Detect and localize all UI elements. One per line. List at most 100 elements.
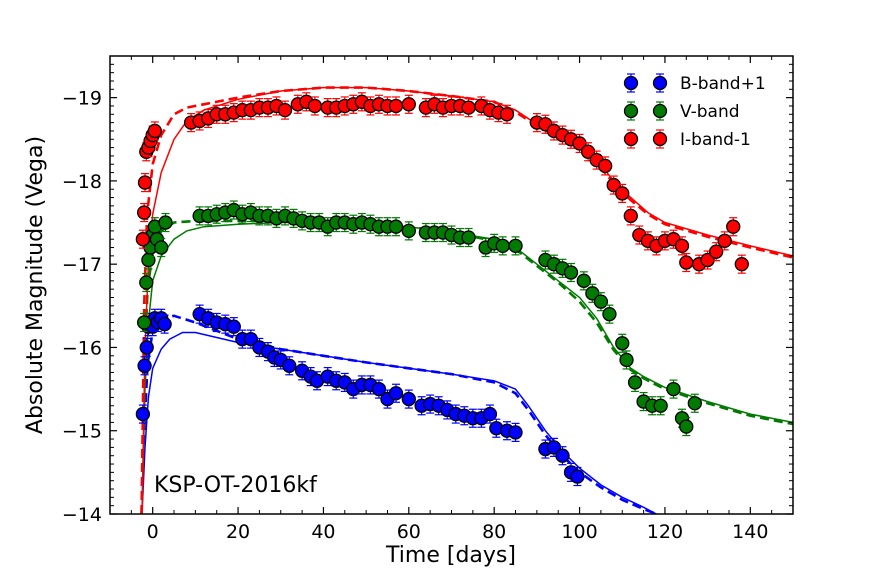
data-point [679, 416, 694, 437]
legend-marker [623, 131, 639, 147]
legend-marker [623, 103, 639, 119]
data-point [700, 250, 715, 270]
y-tick-label: −14 [62, 504, 102, 526]
data-point [598, 156, 613, 176]
marker [572, 136, 587, 151]
data-point [666, 379, 681, 399]
data-point [627, 372, 643, 393]
marker [139, 275, 154, 290]
marker [508, 425, 523, 440]
marker [717, 233, 732, 249]
marker [602, 306, 617, 322]
marker [401, 391, 416, 407]
data-point [495, 236, 510, 256]
marker [461, 230, 476, 245]
data-point [157, 314, 172, 334]
marker [136, 205, 152, 220]
marker [679, 255, 694, 270]
marker [243, 331, 259, 347]
marker [598, 158, 613, 174]
data-point [277, 100, 293, 120]
data-point [371, 379, 387, 399]
marker [585, 286, 600, 301]
marker [495, 238, 510, 254]
marker [700, 252, 715, 268]
marker [282, 358, 297, 373]
legend-marker [623, 75, 639, 91]
marker [546, 440, 562, 455]
marker [615, 186, 630, 201]
x-tick-label: 100 [561, 521, 597, 543]
legend-entry: B-band+1 [623, 73, 766, 94]
data-point [137, 172, 153, 193]
marker [606, 177, 621, 193]
marker [371, 381, 387, 397]
marker [461, 100, 476, 115]
y-tick-label: −19 [62, 88, 102, 110]
marker [576, 273, 591, 288]
data-point [401, 221, 416, 241]
data-point [388, 96, 404, 116]
legend-entry: I-band-1 [623, 129, 751, 150]
x-tick-label: 140 [732, 521, 768, 543]
axis-ticks: 0 20 40 60 80 100 120 140 −14 −15 −16 −17 −18 −19 [62, 55, 794, 543]
legend: B-band+1 V-band I-band-1 [623, 73, 766, 150]
data-point [243, 329, 259, 349]
marker [627, 375, 643, 390]
marker [726, 219, 741, 234]
data-point [555, 446, 570, 466]
marker [388, 386, 404, 401]
marker [580, 144, 596, 159]
y-tick-label: −15 [62, 421, 102, 443]
data-point [158, 212, 173, 233]
marker [674, 238, 690, 254]
data-point [137, 356, 152, 376]
data-point [653, 396, 668, 416]
marker [157, 316, 172, 332]
annotation-label: KSP-OT-2016kf [154, 473, 318, 498]
marker [555, 448, 570, 463]
data-point [478, 237, 493, 258]
marker [136, 315, 152, 330]
model-solid-line [141, 86, 793, 514]
data-point [461, 227, 476, 248]
marker [137, 358, 152, 373]
x-tick-label: 0 [147, 521, 159, 543]
data-point [388, 383, 404, 403]
data-point [615, 333, 630, 353]
marker [137, 175, 153, 190]
data-point [136, 312, 152, 333]
data-point [136, 202, 152, 223]
data-point [585, 283, 600, 303]
x-tick-label: 40 [311, 521, 335, 543]
data-point [135, 229, 151, 249]
marker [508, 238, 523, 254]
data-point [623, 206, 638, 226]
data-point [147, 121, 162, 141]
model-dashed-line [140, 86, 793, 514]
data-point [135, 404, 151, 424]
marker [593, 294, 609, 309]
data-point [687, 393, 702, 413]
model-curves [140, 86, 793, 514]
data-point [606, 175, 621, 195]
data-point [546, 437, 562, 457]
data-points [135, 92, 749, 487]
marker [135, 232, 151, 247]
data-point [388, 217, 404, 237]
data-point [709, 242, 724, 262]
data-point [615, 183, 630, 203]
data-point [674, 236, 690, 256]
data-point [282, 356, 297, 376]
data-point [679, 252, 694, 273]
x-axis-label: Time [days] [385, 543, 516, 568]
data-point [499, 104, 515, 124]
data-point [619, 350, 634, 370]
marker [154, 240, 169, 255]
y-tick-label: −17 [62, 254, 102, 276]
data-point [726, 217, 741, 237]
marker [401, 97, 416, 112]
data-point [435, 222, 451, 243]
marker [141, 252, 156, 268]
data-point [401, 389, 416, 409]
